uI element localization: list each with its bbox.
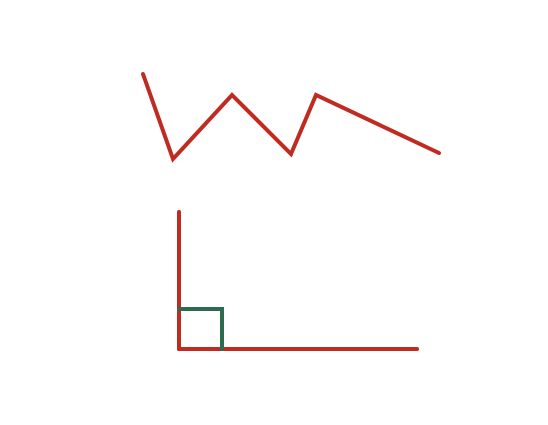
zigzag-polyline: [143, 74, 439, 159]
right-angle-marker: [179, 309, 222, 349]
